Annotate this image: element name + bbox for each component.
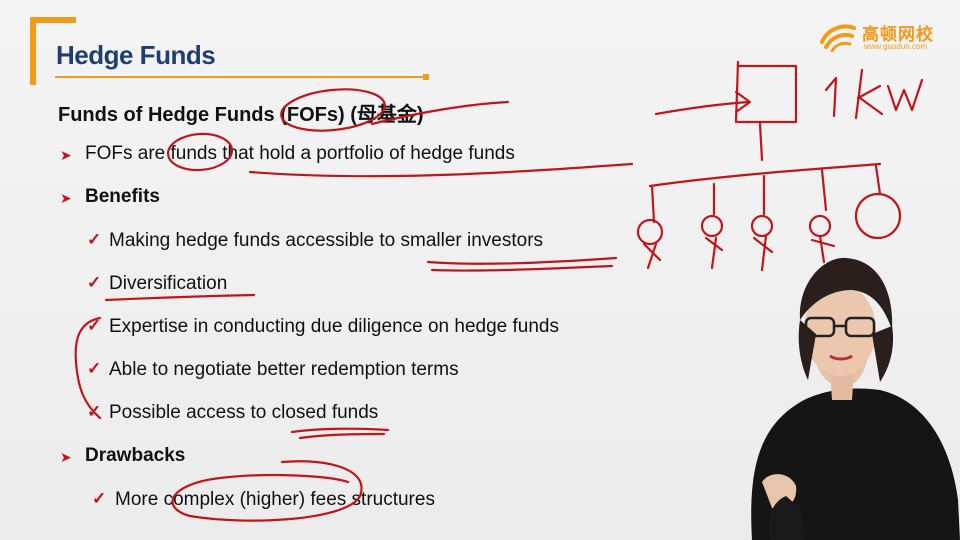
title-underline-end bbox=[423, 74, 429, 80]
bullet-benefits: Benefits bbox=[85, 186, 160, 207]
benefit-accessible: Making hedge funds accessible to smaller… bbox=[109, 230, 544, 251]
arrow-bullet-icon: ➤ bbox=[60, 147, 72, 163]
gaodun-logo-icon bbox=[820, 24, 856, 52]
benefit-closed-funds: Possible access to closed funds bbox=[109, 402, 379, 423]
slide-title: Hedge Funds bbox=[56, 40, 216, 70]
title-underline bbox=[55, 76, 427, 78]
check-bullet-icon: ✓ bbox=[87, 273, 102, 292]
benefit-expertise: Expertise in conducting due diligence on… bbox=[109, 316, 559, 337]
check-bullet-icon: ✓ bbox=[87, 316, 102, 335]
arrow-bullet-icon: ➤ bbox=[60, 449, 72, 465]
benefit-diversification: Diversification bbox=[109, 273, 228, 294]
check-bullet-icon: ✓ bbox=[87, 359, 102, 378]
slide-subtitle: Funds of Hedge Funds (FOFs) (母基金) bbox=[58, 104, 424, 126]
title-bracket-top bbox=[30, 17, 76, 23]
drawback-fees: More complex (higher) fees structures bbox=[115, 489, 435, 510]
logo-brand-text: 高顿网校 bbox=[862, 25, 934, 44]
title-bracket bbox=[30, 17, 36, 85]
check-bullet-icon: ✓ bbox=[87, 230, 102, 249]
arrow-bullet-icon: ➤ bbox=[60, 190, 72, 206]
benefit-redemption: Able to negotiate better redemption term… bbox=[109, 359, 459, 380]
bullet-drawbacks: Drawbacks bbox=[85, 445, 186, 466]
logo-url-text: www.gaodun.com bbox=[864, 42, 928, 51]
check-bullet-icon: ✓ bbox=[87, 402, 102, 421]
presenter-video bbox=[751, 257, 960, 540]
check-bullet-icon: ✓ bbox=[92, 489, 107, 508]
bullet-fofs-definition: FOFs are funds that hold a portfolio of … bbox=[85, 143, 515, 164]
gaodun-logo: 高顿网校 www.gaodun.com bbox=[818, 12, 948, 56]
